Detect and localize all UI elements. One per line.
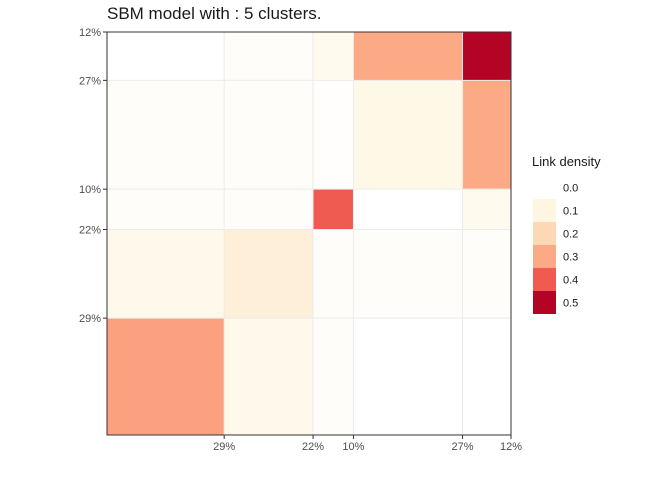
legend-label: 0.5 [563,298,578,310]
legend-key [533,245,556,268]
legend-key [533,291,556,314]
heatmap-cell [462,229,511,319]
heatmap-cell [353,189,463,230]
heatmap-cell [224,189,314,230]
heatmap-cell [107,229,225,319]
x-tick-label: 12% [500,441,522,453]
heatmap-cell [313,229,354,319]
grid-lines [107,32,511,435]
legend-label: 0.3 [563,252,578,264]
heatmap-cell [462,80,511,190]
heatmap-cell [224,32,314,81]
legend: Link density 0.0 0.1 0.2 0.3 0.4 0.5 [532,154,601,314]
legend-label: 0.4 [563,275,578,287]
heatmap-cell [353,229,463,319]
chart-title: SBM model with : 5 clusters. [107,4,321,23]
x-tick-label: 27% [452,441,474,453]
legend-key [533,268,556,291]
heatmap-cell [313,80,354,190]
heatmap-cell [107,80,225,190]
y-tick-label: 29% [79,313,101,325]
y-tick-label: 22% [79,224,101,236]
legend-label: 0.1 [563,206,578,218]
x-axis-ticks: 29% 22% 10% 27% 12% [213,435,522,453]
legend-key [533,176,556,199]
heatmap-cell [107,189,225,230]
y-tick-label: 10% [79,184,101,196]
legend-title: Link density [532,154,601,169]
heatmap-cell [353,80,463,190]
panel-border [106,31,512,436]
y-tick-label: 12% [79,27,101,39]
heatmap-cell [107,318,225,435]
heatmap-cells [107,32,511,435]
heatmap-cell [313,318,354,435]
y-axis-ticks: 29% 22% 10% 27% 12% [79,27,107,325]
heatmap-cell [313,32,354,81]
heatmap-cell [462,318,511,435]
legend-label: 0.0 [563,183,578,195]
y-tick-label: 27% [79,75,101,87]
heatmap-cell [224,80,314,190]
legend-key [533,199,556,222]
x-tick-label: 10% [342,441,364,453]
heatmap-cell [313,189,354,230]
legend-key [533,222,556,245]
heatmap-cell [353,318,463,435]
heatmap-cell [107,32,225,81]
x-tick-label: 22% [302,441,324,453]
heatmap-cell [353,32,463,81]
heatmap-cell [462,32,511,81]
heatmap-cell [224,318,314,435]
heatmap-cell [224,229,314,319]
heatmap-cell [462,189,511,230]
legend-label: 0.2 [563,229,578,241]
x-tick-label: 29% [213,441,235,453]
